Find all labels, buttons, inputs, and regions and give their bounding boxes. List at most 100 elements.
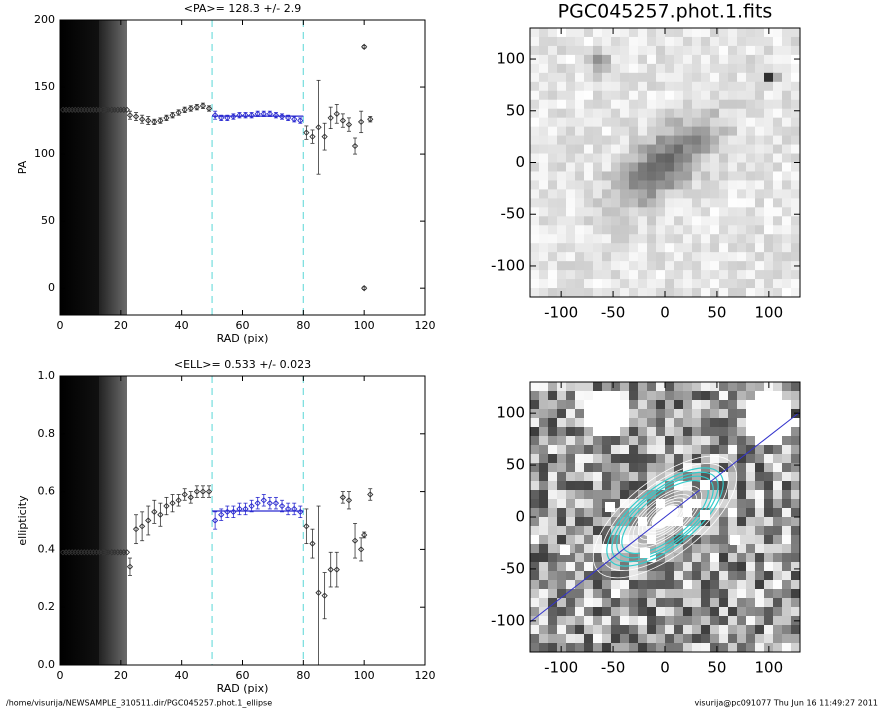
pixel xyxy=(719,54,729,65)
pixel xyxy=(611,517,621,527)
pixel xyxy=(548,580,558,590)
pixel xyxy=(557,400,567,410)
pixel xyxy=(746,409,756,419)
pixel xyxy=(683,28,693,38)
pixel xyxy=(548,234,558,244)
pixel xyxy=(530,400,540,410)
pixel xyxy=(665,234,675,244)
pixel xyxy=(602,261,612,271)
pixel xyxy=(584,562,594,572)
pixel xyxy=(611,90,621,101)
pixel xyxy=(656,481,666,491)
x-tick-label: 60 xyxy=(236,319,250,332)
pixel xyxy=(737,508,747,518)
pixel xyxy=(575,90,585,101)
pixel xyxy=(656,153,666,163)
pixel xyxy=(593,180,603,190)
data-point xyxy=(211,112,219,119)
pixel xyxy=(575,436,585,446)
plot-frame xyxy=(59,19,426,316)
pixel xyxy=(638,571,648,581)
pixel xyxy=(674,189,684,199)
pixel xyxy=(575,382,585,392)
pixel xyxy=(674,643,684,653)
pixel xyxy=(638,207,648,217)
pixel xyxy=(737,571,747,581)
pixel xyxy=(584,270,594,280)
pixel xyxy=(791,171,801,181)
pixel xyxy=(782,436,792,446)
pixel xyxy=(737,607,747,617)
pixel xyxy=(638,391,648,401)
pixel xyxy=(539,99,549,110)
pixel xyxy=(764,400,774,410)
pixel xyxy=(602,126,612,137)
pixel xyxy=(602,454,612,464)
pixel xyxy=(611,472,621,482)
pixel xyxy=(557,472,567,482)
pixel xyxy=(719,418,729,428)
pixel xyxy=(746,54,756,65)
pixel xyxy=(557,189,567,199)
pixel xyxy=(629,234,639,244)
pixel xyxy=(530,526,540,536)
pixel xyxy=(575,409,585,419)
pixel xyxy=(638,607,648,617)
pixel xyxy=(701,189,711,199)
pixel xyxy=(548,598,558,608)
pixel xyxy=(548,535,558,545)
pixel xyxy=(755,400,765,410)
pixel xyxy=(674,108,684,119)
pixel xyxy=(746,36,756,47)
pixel xyxy=(611,445,621,455)
pixel xyxy=(566,499,576,509)
pixel xyxy=(665,243,675,253)
pixel xyxy=(647,589,657,599)
pixel xyxy=(665,625,675,635)
pixel xyxy=(773,589,783,599)
pixel xyxy=(719,261,729,271)
pixel xyxy=(620,171,630,181)
pixel xyxy=(746,544,756,554)
data-point xyxy=(163,502,170,510)
x-tick-label: 40 xyxy=(175,669,189,682)
pixel xyxy=(593,72,603,83)
pixel xyxy=(611,153,621,163)
pixel xyxy=(566,234,576,244)
pixel xyxy=(683,607,693,617)
pixel xyxy=(755,481,765,491)
pixel xyxy=(773,526,783,536)
pixel xyxy=(584,454,594,464)
pixel xyxy=(584,261,594,271)
pixel xyxy=(584,472,594,482)
pixel xyxy=(782,279,792,289)
pixel xyxy=(530,382,540,392)
pixel xyxy=(647,580,657,590)
pixel xyxy=(755,418,765,428)
pixel xyxy=(629,198,639,208)
footer-right: visurija@pc091077 Thu Jun 16 11:49:27 20… xyxy=(694,699,878,708)
pixel xyxy=(656,252,666,262)
data-point xyxy=(284,114,292,122)
pixel xyxy=(575,243,585,253)
pixel xyxy=(656,427,666,437)
pixel xyxy=(638,517,648,527)
pixel xyxy=(575,207,585,217)
pixel xyxy=(692,63,702,74)
pixel xyxy=(764,544,774,554)
pixel xyxy=(611,562,621,572)
pixel xyxy=(746,643,756,653)
pixel xyxy=(674,63,684,74)
pixel xyxy=(791,589,801,599)
pixel xyxy=(746,189,756,199)
pixel xyxy=(683,216,693,226)
pixel xyxy=(611,252,621,262)
pixel xyxy=(557,391,567,401)
pixel xyxy=(764,589,774,599)
x-tick-label: -100 xyxy=(544,659,578,677)
pixel xyxy=(611,382,621,392)
pixel xyxy=(629,90,639,101)
pixel xyxy=(710,589,720,599)
pixel xyxy=(620,135,630,146)
image-title: PGC045257.phot.1.fits xyxy=(558,1,773,23)
